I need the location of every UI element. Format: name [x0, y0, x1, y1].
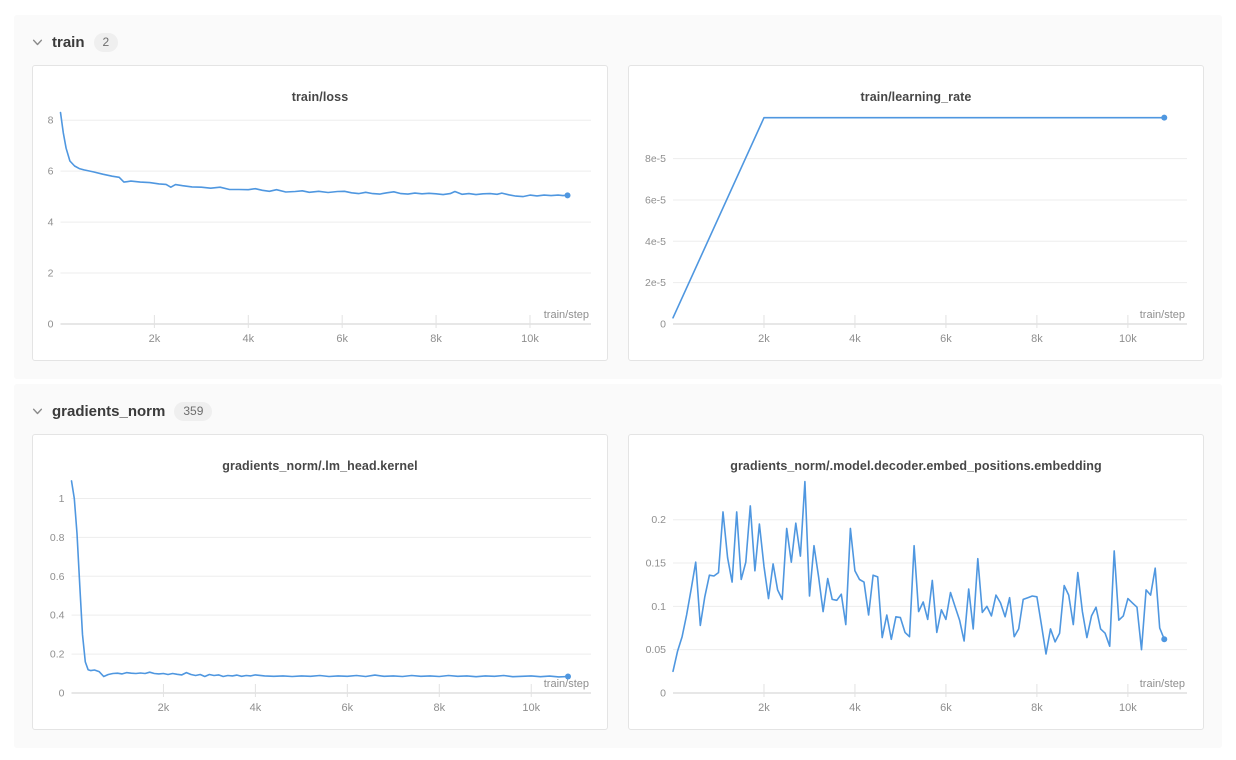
svg-text:4: 4	[48, 217, 54, 229]
svg-text:0.2: 0.2	[651, 514, 666, 526]
svg-text:train/step: train/step	[1140, 678, 1185, 690]
svg-text:0.4: 0.4	[50, 610, 65, 622]
section-train-header[interactable]: train 2	[32, 25, 1204, 59]
chart-title: train/learning_rate	[860, 90, 972, 104]
section-title: train	[52, 33, 85, 51]
chart-title: train/loss	[291, 90, 349, 104]
section-count-badge: 359	[174, 401, 213, 421]
svg-text:4k: 4k	[849, 333, 861, 345]
svg-text:2k: 2k	[758, 333, 770, 345]
svg-text:10k: 10k	[521, 333, 539, 345]
chevron-down-icon[interactable]	[32, 37, 43, 48]
chart-title: gradients_norm/.lm_head.kernel	[222, 459, 418, 473]
svg-text:0.6: 0.6	[50, 571, 65, 583]
svg-text:0.1: 0.1	[651, 601, 666, 613]
svg-text:0: 0	[660, 688, 666, 700]
svg-text:train/step: train/step	[1140, 309, 1185, 321]
svg-text:10k: 10k	[1119, 702, 1137, 714]
svg-text:8k: 8k	[1031, 702, 1043, 714]
svg-text:2e-5: 2e-5	[645, 277, 666, 289]
svg-text:8e-5: 8e-5	[645, 153, 666, 165]
line-chart-train-loss[interactable]: 0 2 4 6 8 2k 4k 6k 8k 10k train/step	[39, 104, 601, 354]
svg-text:4e-5: 4e-5	[645, 236, 666, 248]
svg-text:4k: 4k	[849, 702, 861, 714]
svg-text:0.2: 0.2	[50, 649, 65, 661]
svg-text:2: 2	[48, 268, 54, 280]
svg-text:6k: 6k	[336, 333, 348, 345]
line-chart-lm-head-kernel[interactable]: 0 0.2 0.4 0.6 0.8 1 2k 4k 6k 8k 10k train/step	[39, 473, 601, 723]
svg-text:6e-5: 6e-5	[645, 194, 666, 206]
svg-text:0.8: 0.8	[50, 532, 65, 544]
chart-panel-embed-positions: gradients_norm/.model.decoder.embed_posi…	[628, 434, 1204, 730]
chevron-down-icon[interactable]	[32, 406, 43, 417]
svg-text:8k: 8k	[1031, 333, 1043, 345]
section-title: gradients_norm	[52, 402, 166, 420]
svg-text:train/step: train/step	[544, 678, 589, 690]
chart-title: gradients_norm/.model.decoder.embed_posi…	[730, 459, 1102, 473]
svg-text:2k: 2k	[758, 702, 770, 714]
svg-text:4k: 4k	[242, 333, 254, 345]
svg-text:8: 8	[48, 115, 54, 127]
section-count-badge: 2	[93, 32, 119, 52]
svg-text:8k: 8k	[430, 333, 442, 345]
svg-text:8k: 8k	[433, 702, 445, 714]
section-train: train 2 train/loss 0 2 4 6 8 2k 4k 6k 8k 10k train…	[14, 15, 1222, 379]
svg-text:1: 1	[59, 493, 65, 505]
svg-text:6: 6	[48, 166, 54, 178]
svg-text:6k: 6k	[940, 702, 952, 714]
svg-text:0: 0	[660, 319, 666, 331]
chart-panel-lm-head-kernel: gradients_norm/.lm_head.kernel 0 0.2 0.4 0.…	[32, 434, 608, 730]
svg-text:0: 0	[59, 688, 65, 700]
svg-text:2k: 2k	[149, 333, 161, 345]
svg-text:4k: 4k	[250, 702, 262, 714]
section-gradients-norm-header[interactable]: gradients_norm 359	[32, 394, 1204, 428]
chart-panel-train-learning-rate: train/learning_rate 0 2e-5 4e-5 6e-5 8e-5 2k 4…	[628, 65, 1204, 361]
chart-panel-train-loss: train/loss 0 2 4 6 8 2k 4k 6k 8k 10k train/step	[32, 65, 608, 361]
svg-text:2k: 2k	[158, 702, 170, 714]
svg-text:10k: 10k	[1119, 333, 1137, 345]
svg-text:6k: 6k	[342, 702, 354, 714]
section-gradients-norm: gradients_norm 359 gradients_norm/.lm_he…	[14, 384, 1222, 748]
svg-text:0.15: 0.15	[646, 558, 667, 570]
svg-text:train/step: train/step	[544, 309, 589, 321]
svg-text:0.05: 0.05	[646, 644, 667, 656]
svg-text:10k: 10k	[522, 702, 540, 714]
svg-text:6k: 6k	[940, 333, 952, 345]
svg-text:0: 0	[48, 319, 54, 331]
